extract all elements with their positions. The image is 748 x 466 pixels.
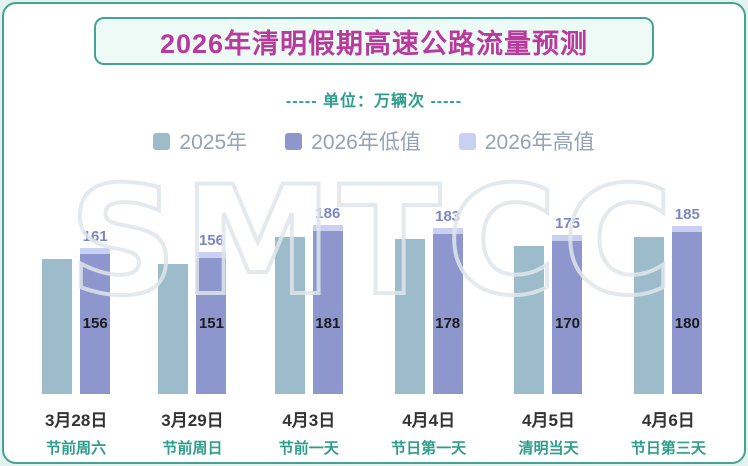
legend-item: 2026年低值 (285, 126, 421, 156)
category-date: 4月5日 (522, 411, 575, 430)
title-box: 2026年清明假期高速公路流量预测 (94, 17, 654, 65)
category-date: 3月29日 (161, 411, 224, 430)
bar-2025 (158, 263, 189, 394)
legend-swatch-icon (285, 132, 303, 150)
legend-swatch-icon (153, 132, 171, 150)
bar-pair: 185 180 (634, 206, 703, 394)
bar-2026-high-cap (80, 247, 111, 254)
bar-2025 (42, 259, 73, 394)
bar-group: 161 156 3月28日节前周六 (42, 227, 111, 458)
legend-item: 2025年 (153, 126, 247, 156)
category-date: 4月4日 (402, 411, 456, 430)
bar-2026-low: 180 (672, 232, 703, 394)
bar-2025 (514, 245, 545, 394)
bar-pair: 161 156 (42, 227, 111, 394)
bar-2026: 156 151 (196, 232, 227, 394)
category-date: 4月3日 (282, 411, 336, 430)
category-desc: 清明当天 (518, 440, 579, 457)
chart-legend: 2025年 2026年低值 2026年高值 (4, 126, 744, 156)
high-value-label: 161 (82, 227, 108, 245)
high-value-label: 175 (554, 215, 580, 232)
bar-2026-high-cap (552, 235, 583, 241)
bar-pair: 175 170 (514, 215, 583, 394)
page-title: 2026年清明假期高速公路流量预测 (159, 28, 589, 59)
bar-group: 175 170 4月5日清明当天 (514, 215, 583, 458)
low-value-label: 156 (82, 315, 108, 332)
bar-2026-high-cap (196, 252, 227, 259)
bar-pair: 186 181 (274, 205, 343, 394)
bar-2026-high-cap (312, 225, 343, 232)
category-desc: 节日第一天 (391, 440, 467, 457)
bar-2026-high-cap (672, 226, 703, 232)
high-value-label: 183 (435, 207, 461, 225)
bar-2026-low: 156 (80, 253, 111, 394)
bar-group: 186 181 4月3日节前一天 (274, 205, 343, 458)
bar-2025 (274, 236, 305, 394)
high-value-label: 185 (674, 206, 700, 223)
category-date: 4月6日 (641, 411, 695, 430)
bar-pair: 156 151 (158, 232, 227, 394)
unit-label: ----- 单位：万辆次 ----- (285, 93, 463, 110)
category-desc: 节日第三天 (630, 440, 706, 457)
legend-label: 2026年低值 (311, 131, 421, 154)
legend-label: 2025年 (179, 131, 248, 154)
bar-2026-low: 181 (312, 231, 343, 394)
category-date: 3月28日 (44, 411, 108, 430)
high-value-label: 186 (315, 205, 341, 223)
low-value-label: 170 (554, 315, 580, 332)
bar-group: 156 151 3月29日节前周日 (158, 232, 227, 458)
bar-2026-low: 178 (432, 233, 463, 394)
category-desc: 节前周六 (46, 440, 107, 457)
low-value-label: 178 (435, 315, 461, 332)
bar-2026: 175 170 (552, 215, 583, 394)
bar-2026: 161 156 (80, 227, 111, 394)
bar-2026: 186 181 (312, 205, 343, 394)
low-value-label: 151 (198, 315, 224, 332)
bar-2026: 183 178 (432, 207, 463, 394)
bar-2026: 185 180 (672, 206, 703, 394)
category-desc: 节前周日 (162, 440, 223, 457)
category-desc: 节前一天 (278, 440, 339, 457)
bar-2026-high-cap (432, 227, 463, 234)
bar-2026-low: 170 (552, 241, 583, 394)
bar-2025 (394, 239, 425, 394)
bar-groups: 161 156 3月28日节前周六 156 151 3月29日节前周日 186 181 4月3日… (18, 166, 730, 458)
bar-group: 185 180 4月6日节日第三天 (631, 206, 706, 458)
low-value-label: 181 (315, 315, 341, 332)
high-value-label: 156 (198, 232, 224, 250)
legend-swatch-icon (458, 132, 476, 150)
legend-label: 2026年高值 (484, 131, 595, 154)
low-value-label: 180 (674, 315, 700, 332)
bar-2026-low: 151 (196, 258, 227, 394)
bar-pair: 183 178 (394, 207, 463, 394)
bar-group: 183 178 4月4日节日第一天 (391, 208, 466, 458)
bar-chart: SMTCC 161 156 3月28日 节前周六 156 151 3月29日 节前周日 186 1… (18, 153, 730, 458)
bar-2025 (634, 237, 665, 394)
legend-item: 2026年高值 (458, 126, 595, 156)
